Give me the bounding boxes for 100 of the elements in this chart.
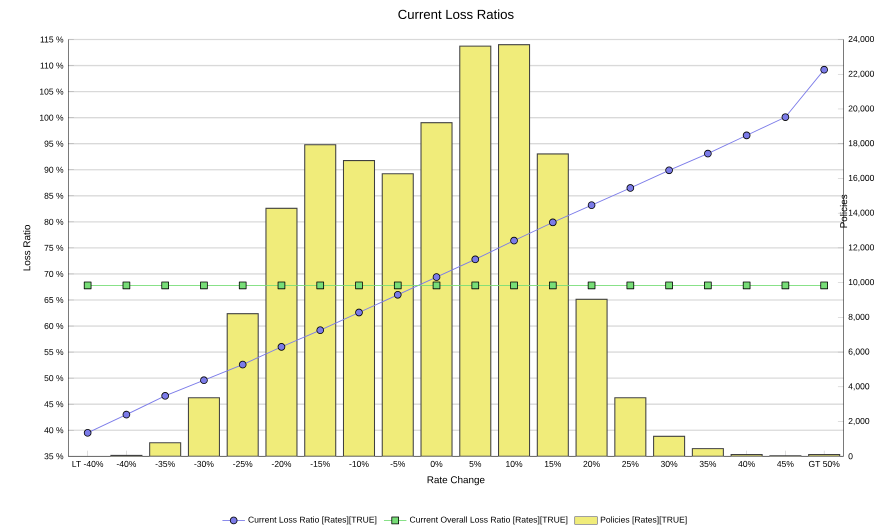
point xyxy=(84,281,92,290)
point xyxy=(471,255,480,264)
y2-tick-label: 16,000 xyxy=(848,174,874,182)
x-tick-label: -20% xyxy=(272,460,292,467)
x-tick-label: -35% xyxy=(156,460,175,467)
y-tick-label: 95 % xyxy=(44,140,64,147)
bar xyxy=(342,160,376,456)
x-tick-label: 25% xyxy=(622,460,639,467)
y-tick-label: 65 % xyxy=(44,296,64,303)
y2-axis-title: Policies xyxy=(840,194,848,228)
y-tick-label: 110 % xyxy=(40,62,64,68)
bar xyxy=(536,153,569,456)
x-tick-label: 15% xyxy=(544,460,562,467)
point xyxy=(782,281,790,290)
legend-label: Current Loss Ratio [Rates][TRUE] xyxy=(248,516,376,524)
bar xyxy=(304,144,336,456)
x-tick-label: -10% xyxy=(349,460,369,467)
point xyxy=(200,376,208,384)
bar xyxy=(382,173,414,456)
point xyxy=(548,281,557,290)
point xyxy=(510,236,518,244)
point xyxy=(665,281,673,290)
point xyxy=(820,281,828,290)
point xyxy=(588,281,596,290)
point xyxy=(742,281,750,290)
x-tick-label: 5% xyxy=(469,460,482,467)
point xyxy=(238,281,247,290)
point xyxy=(238,360,247,368)
x-tick-label: 10% xyxy=(506,460,522,467)
y-tick-label: 70 % xyxy=(44,270,64,277)
point xyxy=(316,326,324,334)
x-tick-label: 40% xyxy=(738,460,755,467)
y2-tick-label: 2,000 xyxy=(848,418,870,425)
chart-title: Current Loss Ratios xyxy=(398,9,514,19)
bar xyxy=(614,397,646,456)
point xyxy=(161,392,169,400)
y-tick-label: 40 % xyxy=(44,427,64,434)
bar xyxy=(498,44,530,456)
x-tick-label: -30% xyxy=(194,460,214,467)
bar xyxy=(420,122,453,456)
x-tick-label: 20% xyxy=(583,460,600,467)
y2-tick-label: 20,000 xyxy=(848,105,874,112)
y-tick-label: 85 % xyxy=(44,192,64,199)
y2-tick-label: 18,000 xyxy=(848,140,874,148)
point xyxy=(84,428,92,436)
legend-label: Policies [Rates][TRUE] xyxy=(600,516,687,524)
point xyxy=(161,281,169,290)
x-tick-label: -40% xyxy=(116,460,136,467)
x-axis-title: Rate Change xyxy=(428,476,485,486)
point xyxy=(820,66,828,74)
y-tick-label: 115 % xyxy=(40,36,64,42)
bar xyxy=(226,313,259,456)
point xyxy=(626,281,634,290)
point xyxy=(471,281,480,290)
point xyxy=(548,218,557,226)
y2-tick-label: 24,000 xyxy=(848,36,874,43)
point xyxy=(278,342,286,351)
bar xyxy=(576,298,608,456)
x-tick-label: 45% xyxy=(777,460,794,467)
x-tick-label: -15% xyxy=(310,460,330,467)
y-tick-label: 105 % xyxy=(40,88,64,94)
bar xyxy=(188,397,220,456)
point xyxy=(394,290,402,298)
y-tick-label: 80 % xyxy=(44,218,64,225)
point xyxy=(432,281,440,290)
y2-tick-label: 10,000 xyxy=(848,278,874,286)
point xyxy=(355,281,363,290)
x-tick-label: 30% xyxy=(660,460,678,467)
point xyxy=(122,281,130,290)
bar xyxy=(692,448,724,456)
y-tick-label: 55 % xyxy=(44,348,64,355)
point xyxy=(355,308,363,316)
y2-tick-label: 22,000 xyxy=(848,70,874,78)
y-tick-label: 35 % xyxy=(44,453,64,460)
y-tick-label: 50 % xyxy=(44,374,64,381)
y2-tick-label: 8,000 xyxy=(848,314,870,321)
point xyxy=(200,281,208,290)
legend-label: Current Overall Loss Ratio [Rates][TRUE] xyxy=(410,516,568,524)
y2-tick-label: 14,000 xyxy=(848,209,874,217)
x-tick-label: 0% xyxy=(430,460,442,467)
point xyxy=(510,281,518,290)
y-tick-label: 100 % xyxy=(40,114,64,121)
point xyxy=(394,281,402,290)
bar xyxy=(149,442,182,456)
x-tick-label: GT 50% xyxy=(808,460,840,467)
y-tick-label: 75 % xyxy=(44,244,64,251)
y2-tick-label: 6,000 xyxy=(848,348,870,356)
point xyxy=(432,273,440,281)
y-tick-label: 45 % xyxy=(44,401,64,408)
bar xyxy=(265,208,298,456)
x-tick-label: -25% xyxy=(233,460,252,467)
bar xyxy=(459,45,492,456)
x-tick-label: LT -40% xyxy=(72,460,104,467)
x-tick-label: 35% xyxy=(700,460,716,467)
point xyxy=(704,281,712,290)
y-tick-label: 60 % xyxy=(44,322,64,329)
point xyxy=(742,131,750,140)
y2-tick-label: 12,000 xyxy=(848,244,874,252)
y2-tick-label: 4,000 xyxy=(848,383,870,390)
point xyxy=(626,184,634,192)
